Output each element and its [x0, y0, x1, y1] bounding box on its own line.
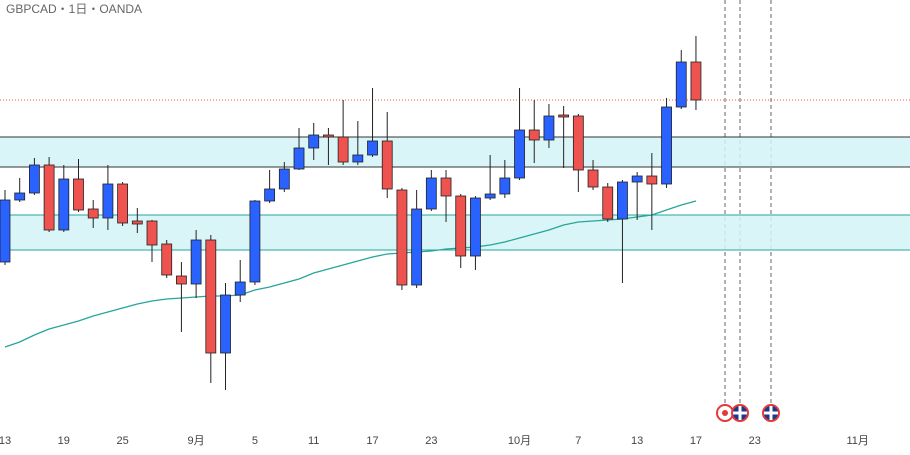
candle-body — [558, 114, 570, 118]
candle-body — [308, 134, 320, 149]
x-tick-label: 19 — [58, 435, 70, 447]
zone — [0, 215, 910, 250]
candle-body — [293, 147, 305, 170]
candle-body — [249, 200, 261, 283]
zone — [0, 137, 910, 167]
candle-body — [234, 281, 246, 296]
candle-body — [102, 183, 114, 219]
candle-body — [499, 177, 511, 195]
candle-body — [146, 220, 158, 246]
candle-body — [264, 188, 276, 202]
candle-body — [440, 177, 452, 197]
candle-body — [0, 199, 11, 263]
candle-body — [43, 164, 55, 231]
candle-body — [617, 181, 628, 220]
x-tick-label: 17 — [690, 435, 702, 447]
candle-body — [646, 175, 658, 185]
candle-body — [484, 193, 496, 199]
candle-body — [381, 140, 393, 190]
candle-body — [514, 129, 525, 179]
candle-body — [278, 168, 290, 190]
candle-body — [29, 164, 40, 194]
candle-body — [87, 208, 99, 219]
candle-body — [14, 192, 26, 201]
candle-body — [323, 134, 334, 138]
x-tick-label: 17 — [366, 435, 378, 447]
candle-body — [675, 61, 687, 108]
x-tick-label: 13 — [631, 435, 643, 447]
x-tick-label: 11月 — [846, 435, 868, 447]
x-tick-label: 5 — [252, 435, 258, 447]
candle-body — [470, 197, 481, 257]
candle-body — [690, 61, 702, 101]
candle-body — [176, 275, 187, 285]
candle-body — [220, 294, 231, 354]
x-tick-label: 11 — [308, 435, 319, 447]
candle-body — [631, 175, 643, 183]
event-icon-ca-leaf — [722, 410, 728, 416]
candle-body — [117, 183, 129, 224]
x-tick-label: 25 — [116, 435, 128, 447]
candle-body — [161, 243, 173, 276]
chart-title: GBPCAD・1日・OANDA — [6, 2, 142, 16]
candle-body — [205, 239, 217, 354]
x-tick-label: 9月 — [188, 435, 205, 447]
candle-body — [411, 208, 423, 286]
candle-body — [528, 129, 540, 141]
candle-body — [572, 115, 584, 171]
candle-body — [455, 195, 467, 257]
candle-body — [337, 136, 349, 163]
candle-body — [661, 106, 672, 185]
candle-body — [543, 115, 555, 141]
candle-body — [587, 169, 599, 188]
candle-body — [602, 186, 614, 220]
candle-body — [131, 220, 143, 225]
x-tick-label: 7 — [575, 435, 581, 447]
x-tick-label: 23 — [425, 435, 437, 447]
candle-body — [367, 140, 378, 156]
event-icon-uk-cross — [764, 406, 778, 420]
x-tick-label: 13 — [0, 435, 11, 447]
candle-body — [58, 178, 70, 231]
candle-body — [73, 178, 84, 211]
candle-body — [396, 189, 408, 286]
candle-body — [190, 239, 202, 285]
x-tick-label: 10月 — [508, 435, 531, 447]
event-markers — [716, 0, 780, 422]
candle-body — [352, 154, 364, 163]
event-icon-uk-cross — [733, 406, 747, 420]
x-tick-label: 23 — [749, 435, 761, 447]
candle-body — [425, 177, 437, 210]
moving-average — [4, 200, 697, 348]
